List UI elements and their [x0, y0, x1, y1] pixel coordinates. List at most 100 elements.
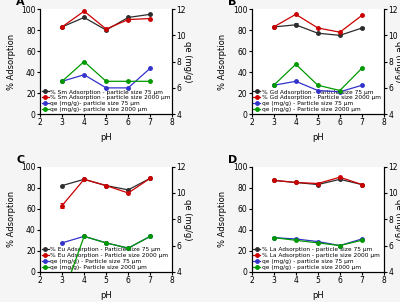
Text: A: A — [16, 0, 25, 7]
qe (mg/g)- particle size 75 µm — [148, 66, 153, 70]
qe (mg/g) - particle size 75 µm — [316, 240, 320, 243]
Line: % Gd Adsorption - Particle size 2000 µm: % Gd Adsorption - Particle size 2000 µm — [272, 13, 364, 34]
qe (mg/g) - Particle size 75 µm — [293, 79, 298, 83]
X-axis label: pH: pH — [312, 133, 324, 142]
Line: qe (mg/g)- Particle size 2000 µm: qe (mg/g)- Particle size 2000 µm — [60, 235, 152, 300]
% Eu Adsorption - Particle size 2000 µm — [126, 191, 131, 195]
qe (mg/g) - particle size 2000 µm — [271, 236, 276, 239]
% La Adsorption - particle size 2000 µm — [316, 182, 320, 185]
% La Adsorption - particle size 2000 µm — [293, 181, 298, 184]
qe (mg/g) - particle size 2000 µm — [338, 244, 342, 247]
% La Adsorption - particle size 75 µm — [360, 183, 364, 186]
Y-axis label: qe (mg/g): qe (mg/g) — [394, 198, 400, 240]
Line: qe (mg/g) - Particle size 2000 µm: qe (mg/g) - Particle size 2000 µm — [272, 63, 364, 92]
Y-axis label: % Adsorption: % Adsorption — [218, 191, 228, 247]
% Sm Adsorption - particle size 2000 µm — [148, 17, 153, 20]
Line: % Sm Adsorption - particle size 2000 µm: % Sm Adsorption - particle size 2000 µm — [60, 9, 152, 31]
qe (mg/g) - Particle size 75 µm — [271, 83, 276, 87]
% Sm Adsorption - particle size 75 µm — [82, 16, 86, 19]
qe (mg/g) - particle size 75 µm — [338, 244, 342, 247]
% Eu Adsorption - Particle size 75 µm — [148, 176, 153, 180]
qe (mg/g) - Particle size 2000 µm — [360, 66, 364, 70]
% Eu Adsorption - Particle size 75 µm — [126, 188, 131, 192]
Line: % La Adsorption - particle size 75 µm: % La Adsorption - particle size 75 µm — [272, 178, 364, 186]
qe (mg/g) - particle size 75 µm — [271, 236, 276, 239]
Y-axis label: % Adsorption: % Adsorption — [7, 34, 16, 90]
qe (mg/g) - particle size 75 µm — [293, 237, 298, 241]
qe (mg/g) - Particle size 75 µm — [148, 235, 153, 238]
Line: % Gd Adsorption - Particle size 75 µm: % Gd Adsorption - Particle size 75 µm — [272, 23, 364, 37]
% Gd Adsorption - Particle size 75 µm — [360, 26, 364, 30]
qe (mg/g)- Particle size 2000 µm — [104, 241, 108, 245]
qe (mg/g) - Particle size 75 µm — [82, 235, 86, 238]
X-axis label: pH: pH — [100, 133, 112, 142]
% Sm Adsorption - particle size 2000 µm — [60, 25, 64, 29]
qe (mg/g)- particle size 2000 µm — [104, 79, 108, 83]
Line: % Sm Adsorption - particle size 75 µm: % Sm Adsorption - particle size 75 µm — [60, 13, 152, 32]
Y-axis label: % Adsorption: % Adsorption — [7, 191, 16, 247]
qe (mg/g)- particle size 2000 µm — [148, 79, 153, 83]
qe (mg/g)- Particle size 2000 µm — [60, 296, 64, 300]
Line: qe (mg/g) - particle size 2000 µm: qe (mg/g) - particle size 2000 µm — [272, 236, 364, 247]
qe (mg/g)- particle size 75 µm — [104, 86, 108, 90]
Line: qe (mg/g) - particle size 75 µm: qe (mg/g) - particle size 75 µm — [272, 236, 364, 247]
% Gd Adsorption - Particle size 2000 µm — [271, 25, 276, 29]
Text: B: B — [228, 0, 236, 7]
% Gd Adsorption - Particle size 75 µm — [293, 23, 298, 27]
% Gd Adsorption - Particle size 75 µm — [271, 25, 276, 29]
Text: C: C — [16, 155, 24, 165]
qe (mg/g) - Particle size 75 µm — [338, 90, 342, 94]
qe (mg/g) - Particle size 2000 µm — [293, 63, 298, 66]
qe (mg/g) - Particle size 75 µm — [104, 241, 108, 245]
qe (mg/g) - Particle size 2000 µm — [271, 83, 276, 87]
qe (mg/g) - particle size 2000 µm — [293, 239, 298, 242]
qe (mg/g) - Particle size 2000 µm — [338, 89, 342, 92]
% Eu Adsorption - Particle size 2000 µm — [148, 176, 153, 180]
Legend: % Eu Adsorption - Particle size 75 µm, % Eu Adsorption - Particle size 2000 µm, : % Eu Adsorption - Particle size 75 µm, %… — [42, 247, 169, 270]
% La Adsorption - particle size 2000 µm — [271, 178, 276, 182]
Line: qe (mg/g)- particle size 2000 µm: qe (mg/g)- particle size 2000 µm — [60, 60, 152, 83]
% Gd Adsorption - Particle size 75 µm — [316, 31, 320, 35]
% Eu Adsorption - Particle size 2000 µm — [104, 184, 108, 188]
Y-axis label: qe (mg/g): qe (mg/g) — [183, 41, 192, 82]
% La Adsorption - particle size 2000 µm — [338, 175, 342, 179]
% Sm Adsorption - particle size 75 µm — [104, 28, 108, 32]
qe (mg/g)- Particle size 2000 µm — [82, 235, 86, 238]
qe (mg/g)- particle size 2000 µm — [60, 79, 64, 83]
% Gd Adsorption - Particle size 2000 µm — [360, 14, 364, 17]
qe (mg/g) - particle size 2000 µm — [360, 239, 364, 242]
qe (mg/g) - Particle size 75 µm — [316, 89, 320, 92]
% Sm Adsorption - particle size 75 µm — [126, 16, 131, 19]
qe (mg/g) - Particle size 75 µm — [60, 241, 64, 245]
% Gd Adsorption - Particle size 75 µm — [338, 34, 342, 37]
qe (mg/g)- Particle size 2000 µm — [148, 235, 153, 238]
Y-axis label: qe (mg/g): qe (mg/g) — [394, 41, 400, 82]
% Sm Adsorption - particle size 2000 µm — [82, 9, 86, 13]
qe (mg/g)- particle size 75 µm — [60, 79, 64, 83]
Y-axis label: qe (mg/g): qe (mg/g) — [183, 198, 192, 240]
qe (mg/g) - Particle size 2000 µm — [316, 83, 320, 87]
qe (mg/g) - particle size 2000 µm — [316, 241, 320, 245]
% Eu Adsorption - Particle size 75 µm — [60, 184, 64, 188]
Line: % Eu Adsorption - Particle size 2000 µm: % Eu Adsorption - Particle size 2000 µm — [60, 177, 152, 207]
% Sm Adsorption - particle size 75 µm — [148, 12, 153, 16]
qe (mg/g)- particle size 75 µm — [82, 73, 86, 77]
Text: D: D — [228, 155, 237, 165]
% Gd Adsorption - Particle size 2000 µm — [293, 12, 298, 16]
qe (mg/g)- particle size 2000 µm — [126, 79, 131, 83]
qe (mg/g)- particle size 2000 µm — [82, 60, 86, 63]
Legend: % La Adsorption - particle size 75 µm, % La Adsorption - particle size 2000 µm, : % La Adsorption - particle size 75 µm, %… — [254, 247, 380, 270]
Line: qe (mg/g)- particle size 75 µm: qe (mg/g)- particle size 75 µm — [60, 66, 152, 90]
% Eu Adsorption - Particle size 75 µm — [82, 178, 86, 181]
% Gd Adsorption - Particle size 2000 µm — [316, 26, 320, 30]
Line: qe (mg/g) - Particle size 75 µm: qe (mg/g) - Particle size 75 µm — [60, 235, 152, 250]
% Sm Adsorption - particle size 2000 µm — [126, 18, 131, 21]
% Eu Adsorption - Particle size 75 µm — [104, 184, 108, 188]
% Sm Adsorption - particle size 2000 µm — [104, 27, 108, 31]
Y-axis label: % Adsorption: % Adsorption — [218, 34, 228, 90]
X-axis label: pH: pH — [100, 291, 112, 300]
qe (mg/g) - Particle size 75 µm — [360, 83, 364, 87]
qe (mg/g)- Particle size 2000 µm — [126, 246, 131, 250]
% La Adsorption - particle size 75 µm — [316, 183, 320, 186]
% La Adsorption - particle size 2000 µm — [360, 183, 364, 186]
